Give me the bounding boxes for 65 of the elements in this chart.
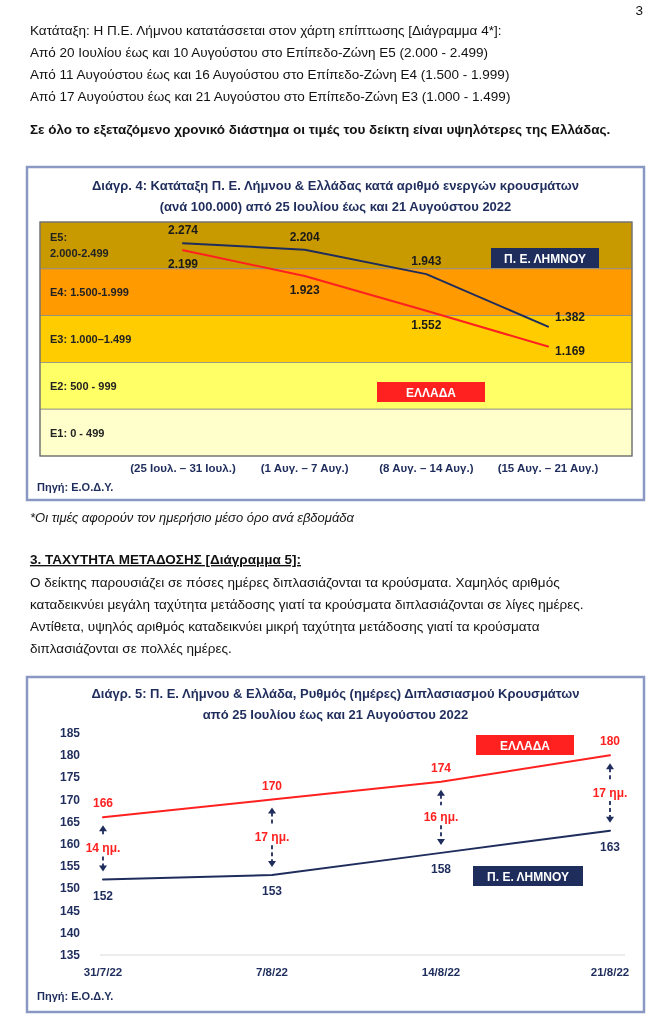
annotation: 14 ημ. [85, 841, 121, 856]
text: Αντίθετα, υψηλός αριθμός καταδεικνύει μικρή ταχύτητα μετάδοσης γιατί τα κρούσματα [30, 619, 540, 634]
data-label: 2.199 [167, 257, 199, 272]
y-tick-label: 145 [59, 903, 81, 918]
x-tick-label: 14/8/22 [421, 966, 461, 978]
data-label: 163 [599, 839, 621, 854]
chart-title: Διάγρ. 4: Κατάταξη Π. Ε. Λήμνου & Ελλάδας κατά αριθμό ενεργών κρουσμάτων (ανά 100.000) από 25 Ιουλίου έως και 21 Αυγούστου 2022 [91, 178, 580, 214]
name-tag: Π. Ε. ΛΗΜΝΟΥ [491, 248, 599, 268]
text: 3. ΤΑΧΥΤΗΤΑ ΜΕΤΑΔΟΣΗΣ [Διάγραμμα 5]: [30, 552, 302, 567]
data-label: 152 [92, 888, 114, 903]
y-tick-label: 175 [59, 770, 81, 785]
data-label: 158 [430, 861, 452, 876]
text: διπλασιάζονται σε πολλές ημέρες. [30, 641, 232, 656]
band-label: E2: 500 - 999 [50, 379, 117, 392]
y-tick-label: 170 [59, 792, 81, 807]
data-label: 1.923 [289, 283, 321, 298]
band-label: E3: 1.000–1.499 [50, 333, 132, 345]
data-label: 166 [92, 796, 114, 811]
name-tag: ΕΛΛΑΔΑ [377, 382, 485, 402]
data-label: 180 [599, 734, 621, 749]
text: *Οι τιμές αφορούν τον ημερήσιο μέσο όρο ανά εβδομάδα [30, 510, 355, 525]
y-tick-label: 165 [59, 814, 81, 829]
data-label: 1.169 [554, 343, 586, 358]
band-label: E5: 2.000-2.499 [50, 231, 109, 260]
text: Πηγή: Ε.Ο.Δ.Υ. [37, 990, 114, 1002]
band-label: E1: 0 - 499 [50, 426, 105, 439]
data-label: 153 [261, 884, 283, 899]
annotation: 17 ημ. [254, 830, 290, 845]
y-tick-label: 160 [59, 837, 81, 851]
x-tick-label: (25 Ιουλ. – 31 Ιουλ.) [130, 462, 236, 474]
text: Από 20 Ιουλίου έως και 10 Αυγούστου στο Επίπεδο-Ζώνη Ε5 (2.000 - 2.499) [30, 45, 489, 60]
data-label: 174 [430, 760, 452, 775]
y-tick-label: 155 [59, 859, 81, 874]
text: Κατάταξη: Η Π.Ε. Λήμνου κατατάσσεται στον χάρτη επίπτωσης [Διάγραμμα 4*]: [30, 23, 502, 38]
name-tag: Π. Ε. ΛΗΜΝΟΥ [473, 866, 583, 886]
y-tick-label: 185 [59, 726, 81, 740]
x-tick-label: 7/8/22 [256, 966, 288, 978]
text: Πηγή: Ε.Ο.Δ.Υ. [37, 481, 114, 493]
text: Ο δείκτης παρουσιάζει σε πόσες ημέρες διπλασιάζονται τα κρούσματα. Χαμηλός αριθμός [30, 575, 561, 590]
text: καταδεικνύει μεγάλη ταχύτητα μετάδοσης γιατί τα κρούσματα διπλασιάζονται σε λίγες ημέρες. [30, 597, 584, 612]
annotation: 16 ημ. [423, 810, 459, 825]
text: Σε όλο το εξεταζόμενο χρονικό διάστημα οι τιμές του δείκτη είναι υψηλότερες της Ελλάδας. [30, 122, 611, 137]
data-label: 1.943 [411, 254, 442, 269]
data-label: 170 [261, 778, 283, 793]
x-tick-label: (8 Αυγ. – 14 Αυγ.) [379, 462, 474, 474]
band-label: E4: 1.500-1.999 [50, 286, 129, 299]
y-tick-label: 150 [59, 881, 81, 896]
y-tick-label: 135 [59, 948, 81, 962]
x-tick-label: (1 Αυγ. – 7 Αυγ.) [260, 462, 349, 474]
x-tick-label: 31/7/22 [83, 966, 123, 978]
text: Από 17 Αυγούστου έως και 21 Αυγούστου στο Επίπεδο-Ζώνη Ε3 (1.000 - 1.499) [30, 89, 511, 104]
name-tag: ΕΛΛΑΔΑ [476, 735, 574, 755]
series-label: Π. Ε. ΛΗΜΝΟΥ [487, 869, 569, 884]
chart-title: Διάγρ. 5: Π. Ε. Λήμνου & Ελλάδα, Ρυθμός (ημέρες) Διπλασιασμού Κρουσμάτων από 25 Ιουλίου έως και 21 Αυγούστου 2022 [91, 686, 580, 722]
text: Από 11 Αυγούστου έως και 16 Αυγούστου στο Επίπεδο-Ζώνη Ε4 (1.500 - 1.999) [30, 67, 510, 82]
annotation: 17 ημ. [592, 785, 628, 800]
data-label: 1.552 [411, 317, 442, 332]
y-tick-label: 180 [59, 748, 81, 763]
x-tick-label: (15 Αυγ. – 21 Αυγ.) [497, 462, 599, 474]
text: 3 [635, 3, 643, 18]
x-tick-label: 21/8/22 [590, 966, 630, 978]
y-tick-label: 140 [59, 925, 81, 940]
series-label: ΕΛΛΑΔΑ [500, 738, 551, 753]
data-label: 2.204 [289, 229, 321, 244]
data-label: 2.274 [167, 223, 199, 238]
